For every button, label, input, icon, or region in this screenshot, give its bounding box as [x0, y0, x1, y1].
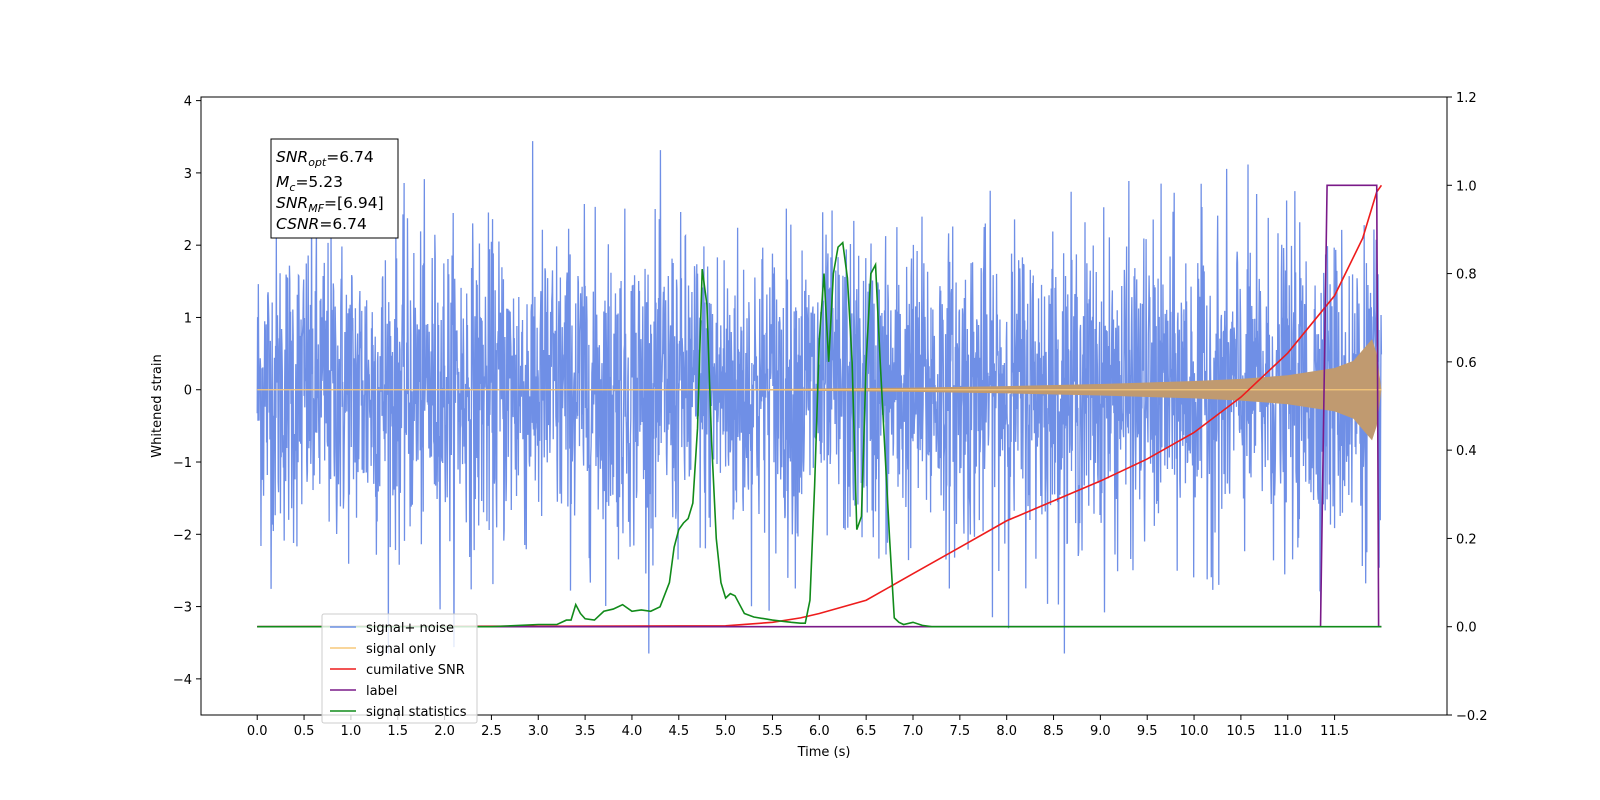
y2-tick-label: −0.2 [1456, 709, 1488, 724]
legend-entry: signal statistics [366, 705, 467, 720]
x-tick-label: 11.0 [1273, 724, 1302, 739]
x-tick-label: 9.0 [1090, 724, 1111, 739]
x-tick-label: 5.5 [762, 724, 783, 739]
x-tick-label: 7.5 [949, 724, 970, 739]
y-tick-label: −3 [173, 601, 192, 616]
x-tick-label: 4.5 [668, 724, 689, 739]
x-tick-label: 6.5 [856, 724, 877, 739]
legend-entry: label [366, 684, 397, 699]
annotation-snr-mf: SNRMF=[6.94] [276, 194, 384, 215]
y2-axis-ticks: 1.2 1.0 0.8 0.6 0.4 0.2 0.0 −0.2 [1447, 91, 1488, 724]
y2-tick-label: 0.2 [1456, 532, 1477, 547]
x-tick-label: 5.0 [715, 724, 736, 739]
x-tick-label: 3.0 [528, 724, 549, 739]
legend-entry: signal+ noise [366, 621, 454, 636]
y2-tick-label: 0.8 [1456, 268, 1477, 283]
axes-frame [200, 96, 1448, 716]
annotation-box: SNRopt=6.74 Mc=5.23 SNRMF=[6.94] CSNR=6.… [270, 138, 399, 239]
x-tick-label: 8.0 [996, 724, 1017, 739]
x-tick-label: 8.5 [1043, 724, 1064, 739]
cumilative-snr-series [257, 184, 1383, 628]
x-tick-label: 11.5 [1320, 724, 1349, 739]
y2-tick-label: 0.4 [1456, 444, 1477, 459]
y2-tick-label: 0.0 [1456, 621, 1477, 636]
y-tick-label: 2 [184, 239, 192, 254]
x-axis-label: Time (s) [797, 745, 851, 760]
x-tick-label: 1.5 [387, 724, 408, 739]
y-tick-label: 1 [184, 311, 192, 326]
x-tick-label: 2.0 [434, 724, 455, 739]
y2-tick-label: 0.6 [1456, 356, 1477, 371]
x-tick-label: 2.5 [481, 724, 502, 739]
y-axis-ticks: 4 3 2 1 0 −1 −2 −3 −4 [173, 95, 201, 688]
y2-tick-label: 1.2 [1456, 91, 1477, 106]
x-tick-label: 9.5 [1137, 724, 1158, 739]
y-tick-label: −4 [173, 673, 192, 688]
y2-tick-label: 1.0 [1456, 179, 1477, 194]
y-tick-label: −2 [173, 528, 192, 543]
signal-statistics-series [257, 241, 1382, 628]
legend: signal+ noise signal only cumilative SNR la… [321, 613, 478, 724]
legend-entry: cumilative SNR [366, 663, 465, 678]
y-tick-label: 4 [184, 95, 192, 110]
label-series [257, 184, 1382, 628]
x-tick-label: 7.0 [903, 724, 924, 739]
y-tick-label: −1 [173, 456, 192, 471]
x-tick-label: 1.0 [341, 724, 362, 739]
x-tick-label: 3.5 [575, 724, 596, 739]
x-tick-label: 6.0 [809, 724, 830, 739]
annotation-csnr: CSNR=6.74 [276, 215, 367, 233]
y-tick-label: 0 [184, 384, 192, 399]
y-axis-label: Whitened strain [150, 354, 165, 457]
legend-entry: signal only [366, 642, 436, 657]
annotation-mc: Mc=5.23 [276, 173, 343, 194]
annotation-snr-opt: SNRopt=6.74 [276, 148, 374, 169]
x-tick-label: 10.5 [1226, 724, 1255, 739]
x-axis-ticks: 0.0 0.5 1.0 1.5 2.0 2.5 3.0 3.5 4.0 4.5 5.0 5.5 6.0 6… [247, 715, 1349, 739]
y-tick-label: 3 [184, 167, 192, 182]
x-tick-label: 0.0 [247, 724, 268, 739]
x-tick-label: 10.0 [1180, 724, 1209, 739]
x-tick-label: 0.5 [294, 724, 315, 739]
x-tick-label: 4.0 [622, 724, 643, 739]
